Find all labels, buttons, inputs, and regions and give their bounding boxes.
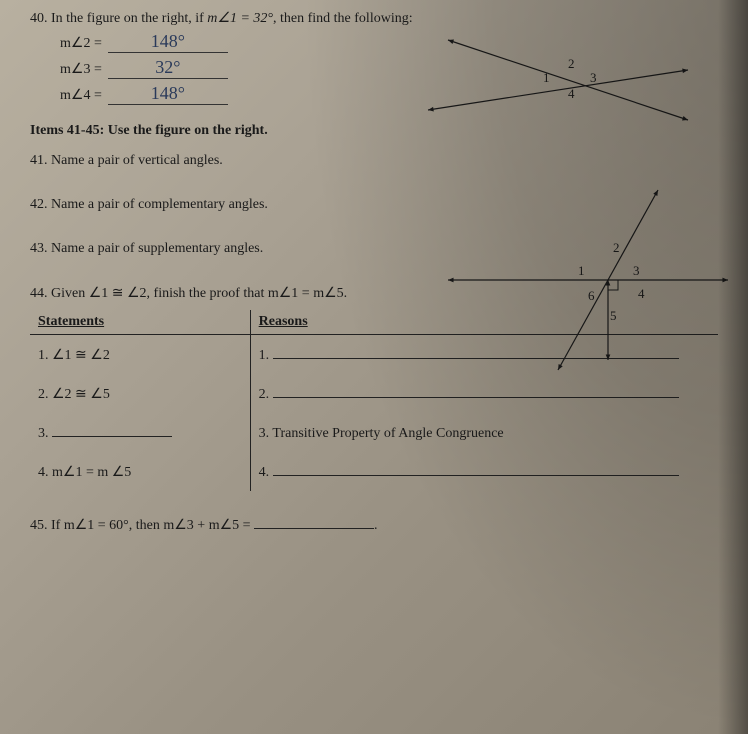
- svg-text:6: 6: [588, 288, 595, 303]
- svg-text:3: 3: [590, 70, 597, 85]
- question-45: 45. If m∠1 = 60°, then m∠3 + m∠5 = .: [30, 515, 718, 534]
- svg-text:1: 1: [578, 263, 585, 278]
- svg-text:2: 2: [613, 240, 620, 255]
- table-row: 3. 3. Transitive Property of Angle Congr…: [30, 413, 718, 452]
- table-row: 4. m∠1 = m ∠54.: [30, 452, 718, 491]
- q40-m4-label: m∠4 =: [60, 87, 102, 104]
- svg-text:4: 4: [568, 86, 575, 101]
- q40-m3-label: m∠3 =: [60, 61, 102, 78]
- svg-text:3: 3: [633, 263, 640, 278]
- question-41: 41. Name a pair of vertical angles.: [30, 153, 718, 169]
- stmt-cell: 1. ∠1 ≅ ∠2: [30, 335, 250, 375]
- stmt-cell: 2. ∠2 ≅ ∠5: [30, 374, 250, 413]
- q40-m2-label: m∠2 =: [60, 35, 102, 52]
- q40-m2-answer: 148°: [108, 31, 228, 53]
- reason-cell: 3. Transitive Property of Angle Congruen…: [250, 413, 718, 452]
- q40-m3-answer: 32°: [108, 57, 228, 79]
- svg-text:2: 2: [568, 56, 575, 71]
- reason-cell: 4.: [250, 452, 718, 491]
- stmt-cell: 4. m∠1 = m ∠5: [30, 452, 250, 491]
- stmt-cell: 3.: [30, 413, 250, 452]
- q40-suffix: , then find the following:: [273, 11, 413, 26]
- header-statements: Statements: [30, 310, 250, 335]
- q40-m4-answer: 148°: [108, 83, 228, 105]
- q45-prefix: 45. If m∠1 = 60°, then m∠3 + m∠5 =: [30, 518, 254, 533]
- svg-text:1: 1: [543, 70, 550, 85]
- q40-prefix: 40. In the figure on the right, if: [30, 11, 207, 26]
- svg-text:5: 5: [610, 308, 617, 323]
- figure-40: 1 234: [418, 20, 698, 130]
- svg-text:4: 4: [638, 286, 645, 301]
- q45-blank: [254, 515, 374, 529]
- question-40: 40. In the figure on the right, if m∠1 =…: [30, 10, 718, 105]
- figure-41-45: 1 23 4 56: [438, 180, 738, 380]
- q40-given: m∠1 = 32°: [207, 11, 273, 26]
